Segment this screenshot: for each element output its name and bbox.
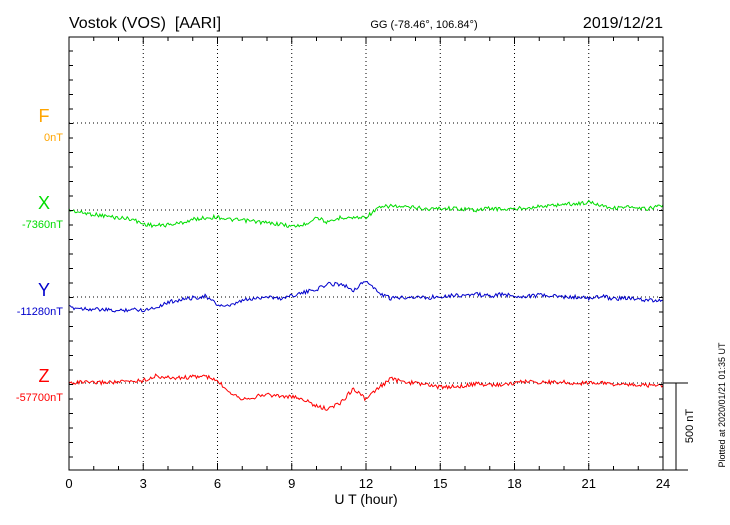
component-label-y: Y: [38, 280, 50, 300]
x-tick-label: 15: [433, 476, 447, 491]
x-tick-label: 12: [359, 476, 373, 491]
baseline-value-y: -11280nT: [17, 306, 64, 318]
component-label-f: F: [39, 106, 50, 126]
scale-bar-label: 500 nT: [684, 409, 696, 444]
plotted-note: Plotted at 2020/01/21 01:35 UT: [717, 342, 727, 468]
coordinates-text: GG (-78.46°, 106.84°): [370, 19, 477, 31]
baseline-value-z: -57700nT: [16, 392, 63, 404]
series-line-x: [68, 199, 664, 229]
date-title: 2019/12/21: [583, 15, 663, 32]
station-title: Vostok (VOS) [AARI]: [69, 15, 221, 32]
x-tick-label: 24: [656, 476, 670, 491]
x-tick-label: 6: [214, 476, 221, 491]
series-line-y: [68, 280, 664, 313]
series-layer: [68, 199, 664, 411]
x-tick-label: 18: [507, 476, 521, 491]
label-layer: F 0nT X -7360nT Y -11280nT Z -57700nT: [16, 106, 63, 404]
x-axis-label: U T (hour): [334, 491, 397, 507]
grid-layer: [69, 37, 663, 470]
series-line-z: [68, 373, 664, 411]
x-tick-label: 21: [582, 476, 596, 491]
x-tick-label: 3: [140, 476, 147, 491]
x-tick-label: 0: [65, 476, 72, 491]
baseline-value-x: -7360nT: [22, 219, 63, 231]
component-label-z: Z: [39, 366, 50, 386]
component-label-x: X: [38, 193, 50, 213]
baseline-value-f: 0nT: [44, 132, 63, 144]
tick-layer: 0 3 6 9 12 15 18 21 24: [65, 37, 670, 491]
scale-bar: 500 nT: [663, 382, 696, 471]
x-tick-label: 9: [288, 476, 295, 491]
